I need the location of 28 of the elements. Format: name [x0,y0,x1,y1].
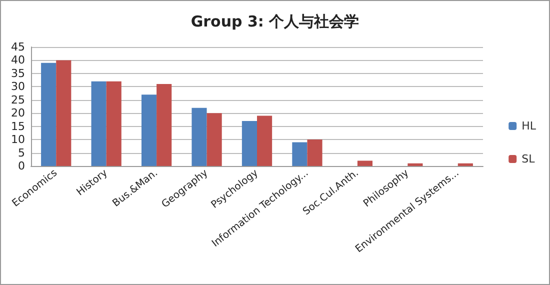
bar [156,84,172,166]
bar [91,81,106,166]
chart-title: Group 3: 个人与社会学 [190,12,360,30]
legend-label: SL [522,152,536,166]
bar [357,160,373,166]
y-tick-label: 0 [18,160,25,172]
bar [56,60,72,166]
bar [257,116,272,166]
y-tick-label: 40 [11,54,25,67]
bar [141,94,157,166]
bar [192,108,207,166]
bar [458,163,473,166]
legend-label: HL [522,120,537,132]
y-tick-label: 35 [11,66,25,80]
bar [106,81,122,166]
y-tick-label: 30 [11,80,25,94]
y-tick-label: 5 [18,146,25,160]
y-tick-label: 20 [11,106,25,120]
bar [41,62,56,166]
bar [307,140,322,166]
y-tick-label: 10 [11,133,25,146]
bar [206,113,222,166]
bar [292,142,308,166]
bar [408,163,423,166]
y-tick-label: 15 [11,120,25,133]
y-tick-label: 25 [11,93,25,106]
bar [242,121,257,166]
y-tick-label: 45 [11,40,25,54]
